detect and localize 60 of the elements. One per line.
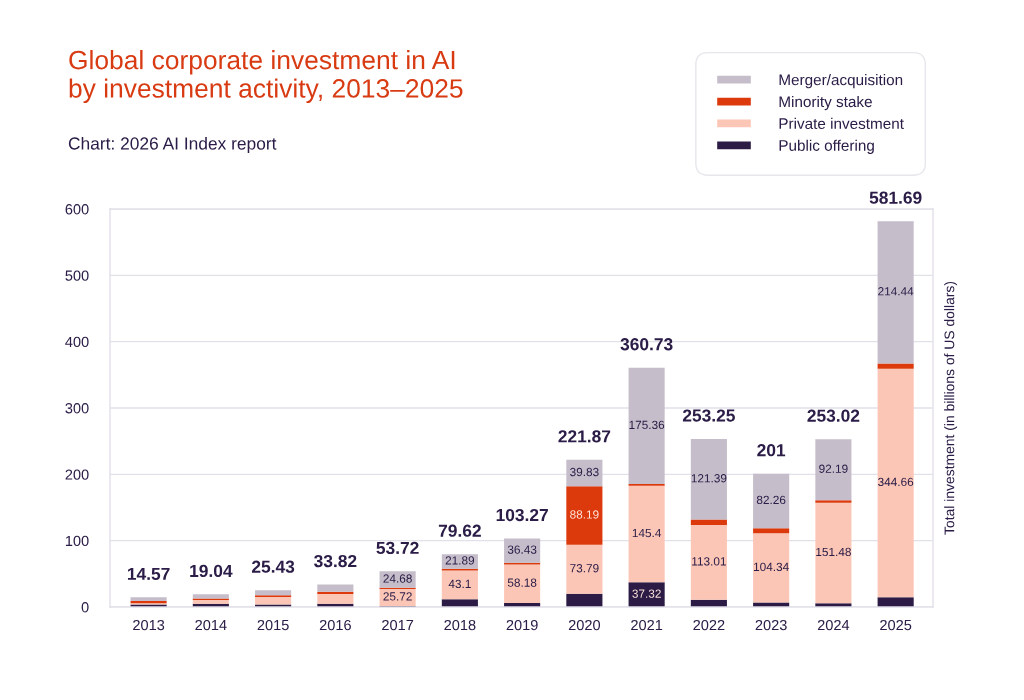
y-tick-label: 0 bbox=[81, 602, 89, 613]
y-tick-label: 600 bbox=[65, 204, 89, 215]
x-tick-label: 2021 bbox=[631, 619, 663, 631]
x-tick-label: 2015 bbox=[257, 619, 289, 631]
x-tick-label: 2016 bbox=[319, 619, 351, 631]
data-label: 73.79 bbox=[570, 564, 599, 573]
data-label: 88.19 bbox=[570, 510, 599, 519]
data-label: 43.1 bbox=[448, 579, 471, 589]
total-label: 253.02 bbox=[807, 409, 860, 422]
total-label: 201 bbox=[757, 444, 786, 457]
data-label: 214.44 bbox=[878, 287, 914, 296]
data-label: 82.26 bbox=[756, 495, 786, 505]
total-label: 253.25 bbox=[682, 409, 735, 422]
data-label: 39.83 bbox=[570, 467, 599, 477]
total-label: 33.82 bbox=[314, 554, 357, 568]
x-tick-label: 2020 bbox=[568, 619, 601, 631]
y-tick-label: 300 bbox=[65, 403, 89, 414]
y-tick-label: 500 bbox=[65, 270, 89, 281]
chart-subtitle: Chart: 2026 AI Index report bbox=[68, 136, 277, 154]
legend-label: Public offering bbox=[779, 139, 874, 154]
x-tick-label: 2022 bbox=[693, 619, 725, 631]
data-label: 113.01 bbox=[692, 557, 726, 566]
x-tick-label: 2018 bbox=[444, 619, 476, 631]
legend-label: Private investment bbox=[779, 117, 904, 130]
x-tick-label: 2019 bbox=[506, 619, 538, 631]
y-tick-label: 200 bbox=[65, 469, 89, 480]
data-label: 344.66 bbox=[878, 477, 914, 487]
x-tick-label: 2013 bbox=[133, 619, 165, 631]
x-tick-label: 2014 bbox=[195, 619, 227, 631]
legend-label: Merger/acquisition bbox=[779, 74, 903, 89]
total-label: 221.87 bbox=[558, 430, 611, 443]
x-tick-label: 2023 bbox=[755, 619, 787, 631]
total-label: 79.62 bbox=[438, 524, 481, 537]
total-label: 25.43 bbox=[251, 560, 295, 573]
y-tick-label: 100 bbox=[65, 535, 89, 547]
data-label: 58.18 bbox=[507, 578, 537, 587]
legend-label: Minority stake bbox=[779, 95, 872, 111]
data-label: 104.34 bbox=[753, 562, 789, 572]
data-label: 175.36 bbox=[629, 420, 665, 430]
total-label: 14.57 bbox=[127, 567, 170, 581]
data-label: 36.43 bbox=[507, 545, 537, 554]
x-tick-label: 2024 bbox=[817, 619, 850, 631]
y-axis-title: Total investment (in billions of US dollars) bbox=[944, 281, 958, 535]
total-label: 53.72 bbox=[376, 541, 419, 555]
total-label: 360.73 bbox=[620, 338, 673, 351]
total-label: 103.27 bbox=[496, 508, 548, 522]
x-tick-label: 2017 bbox=[382, 619, 414, 631]
data-label: 24.68 bbox=[383, 574, 412, 583]
data-label: 37.32 bbox=[632, 589, 661, 598]
x-tick-label: 2025 bbox=[880, 619, 912, 631]
data-label: 151.48 bbox=[816, 547, 851, 557]
data-label: 21.89 bbox=[445, 556, 475, 565]
chart-title: Global corporate investment in AI by investment activity, 2013–2025 bbox=[69, 50, 463, 104]
data-label: 145.4 bbox=[632, 528, 662, 538]
y-tick-label: 400 bbox=[65, 336, 89, 348]
data-label: 121.39 bbox=[691, 474, 727, 483]
total-label: 581.69 bbox=[869, 191, 922, 204]
total-label: 19.04 bbox=[190, 564, 233, 578]
data-label: 25.72 bbox=[383, 592, 412, 601]
data-label: 92.19 bbox=[819, 464, 848, 473]
